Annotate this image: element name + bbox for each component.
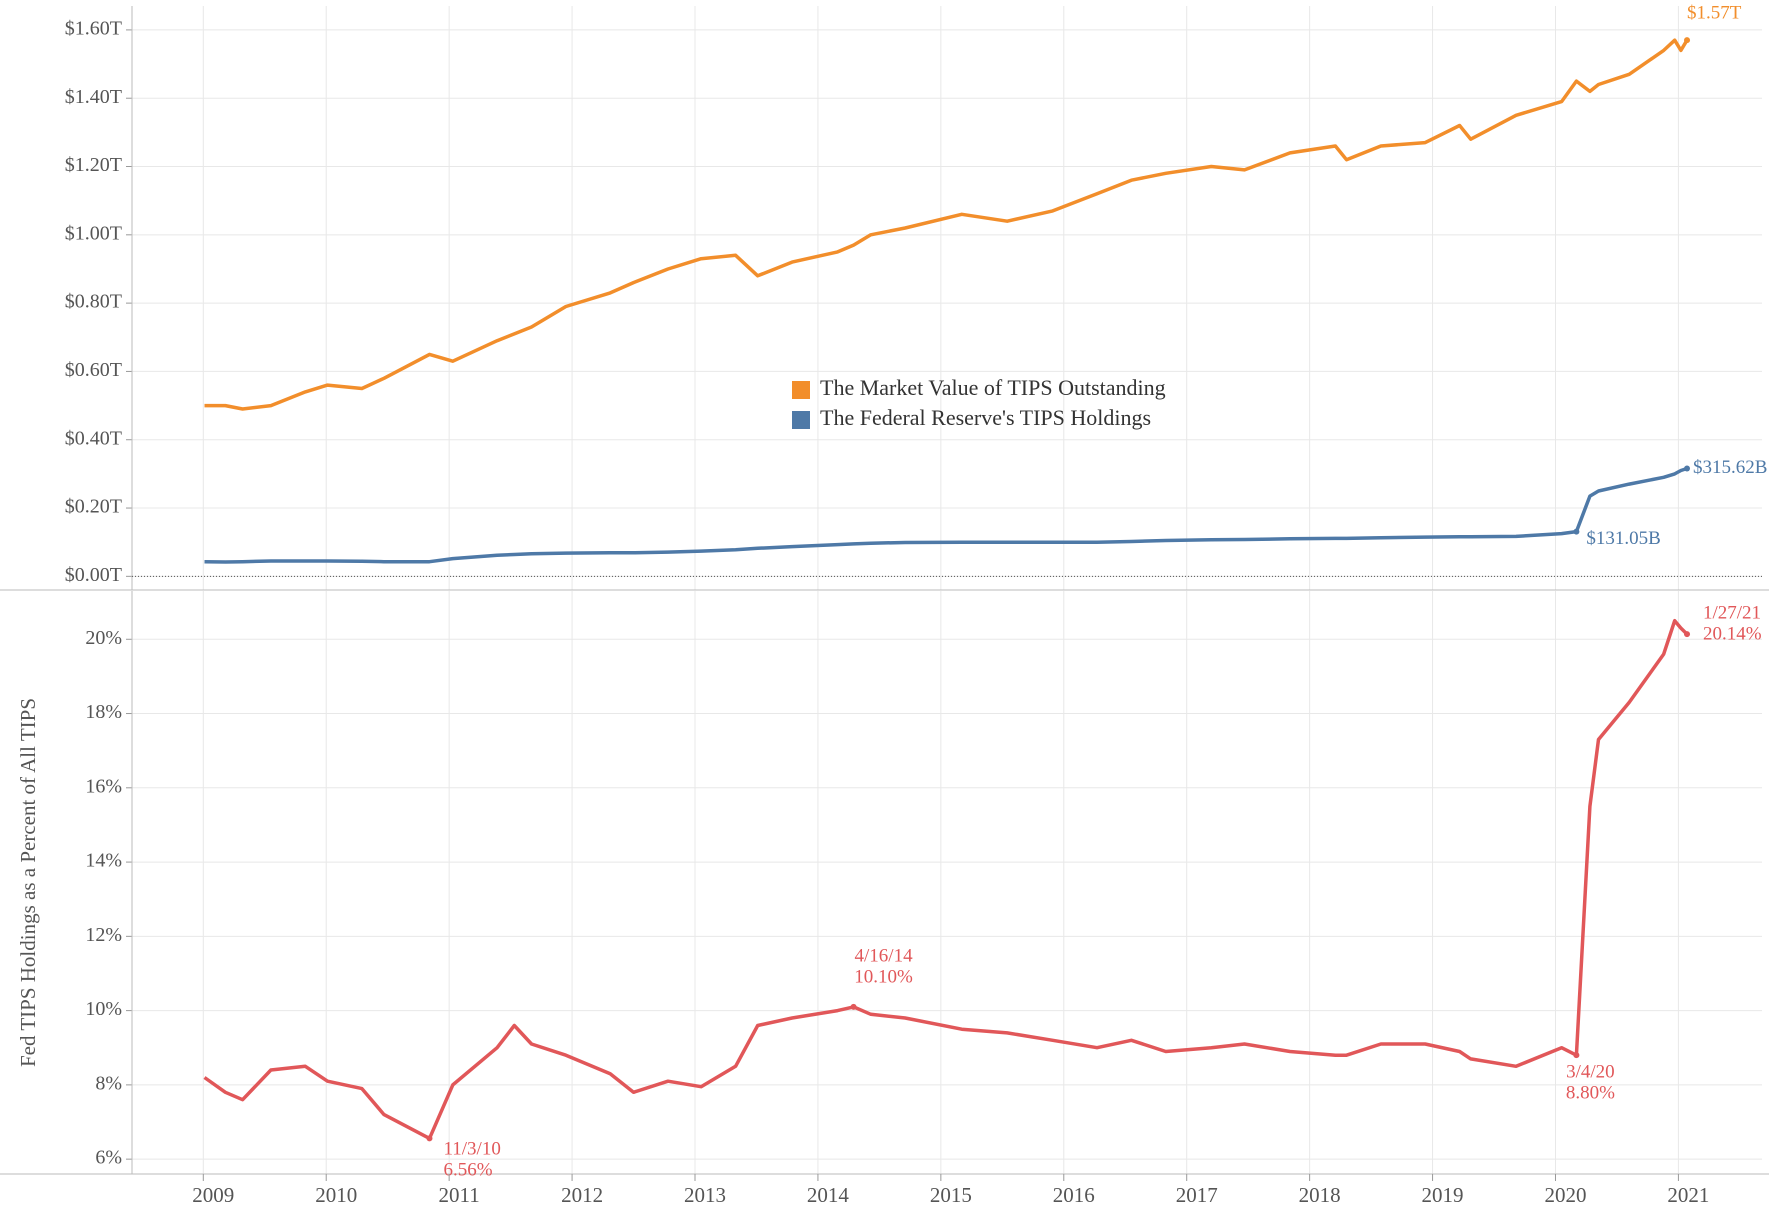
- y-tick-label: $0.20T: [65, 496, 122, 518]
- y-tick-label: 16%: [85, 775, 122, 797]
- line-series: [204, 466, 1688, 564]
- y-tick-label: $1.60T: [65, 18, 122, 40]
- x-tick-label: 2017: [1176, 1183, 1218, 1207]
- legend-swatch: [792, 411, 810, 429]
- line-series: [204, 38, 1689, 411]
- annotation-point: [1684, 37, 1691, 44]
- y-tick-label: 18%: [85, 701, 122, 723]
- annotation-label: 8.80%: [1566, 1083, 1615, 1104]
- y-tick-label: $0.60T: [65, 359, 122, 381]
- x-tick-label: 2016: [1053, 1183, 1095, 1207]
- x-tick-label: 2011: [439, 1183, 480, 1207]
- y-tick-label: $1.40T: [65, 86, 122, 108]
- annotation-label: $131.05B: [1586, 528, 1660, 549]
- x-tick-label: 2018: [1299, 1183, 1341, 1207]
- x-tick-label: 2012: [561, 1183, 603, 1207]
- annotation-date: 3/4/20: [1566, 1062, 1615, 1083]
- legend-label: The Federal Reserve's TIPS Holdings: [820, 405, 1151, 430]
- annotation-label: 6.56%: [443, 1160, 492, 1181]
- annotation-label: 20.14%: [1703, 623, 1762, 644]
- x-tick-label: 2013: [684, 1183, 726, 1207]
- x-tick-label: 2010: [315, 1183, 357, 1207]
- annotation-point: [1684, 631, 1691, 638]
- annotation-point: [1573, 528, 1580, 535]
- annotation-date: 11/3/10: [443, 1139, 500, 1160]
- y-tick-label: $0.80T: [65, 291, 122, 313]
- y-tick-label: 10%: [85, 998, 122, 1020]
- y-tick-label: 20%: [85, 627, 122, 649]
- annotation-date: 1/27/21: [1703, 602, 1761, 623]
- y-tick-label: 6%: [95, 1147, 122, 1169]
- annotation-point: [1684, 465, 1691, 472]
- annotation-label: $315.62B: [1693, 457, 1767, 478]
- y-tick-label: $0.40T: [65, 427, 122, 449]
- x-tick-label: 2009: [192, 1183, 234, 1207]
- y-tick-label: 12%: [85, 924, 122, 946]
- line-series: [203, 618, 1689, 1141]
- x-tick-label: 2015: [930, 1183, 972, 1207]
- annotation-label: 10.10%: [854, 966, 913, 987]
- annotation-point: [850, 1003, 857, 1010]
- annotation-point: [1573, 1052, 1580, 1059]
- x-tick-label: 2014: [807, 1183, 850, 1207]
- legend-swatch: [792, 381, 810, 399]
- legend-label: The Market Value of TIPS Outstanding: [820, 375, 1166, 400]
- x-tick-label: 2019: [1422, 1183, 1464, 1207]
- annotation-point: [426, 1135, 433, 1142]
- y-axis-title: Fed TIPS Holdings as a Percent of All TI…: [16, 698, 40, 1067]
- annotation-date: 4/16/14: [855, 945, 914, 966]
- y-tick-label: 14%: [85, 850, 122, 872]
- y-tick-label: $1.00T: [65, 222, 122, 244]
- y-tick-label: $0.00T: [65, 564, 122, 586]
- y-tick-label: $1.20T: [65, 154, 122, 176]
- x-tick-label: 2020: [1544, 1183, 1586, 1207]
- annotation-label: $1.57T: [1687, 3, 1742, 24]
- y-tick-label: 8%: [95, 1072, 122, 1094]
- x-tick-label: 2021: [1667, 1183, 1709, 1207]
